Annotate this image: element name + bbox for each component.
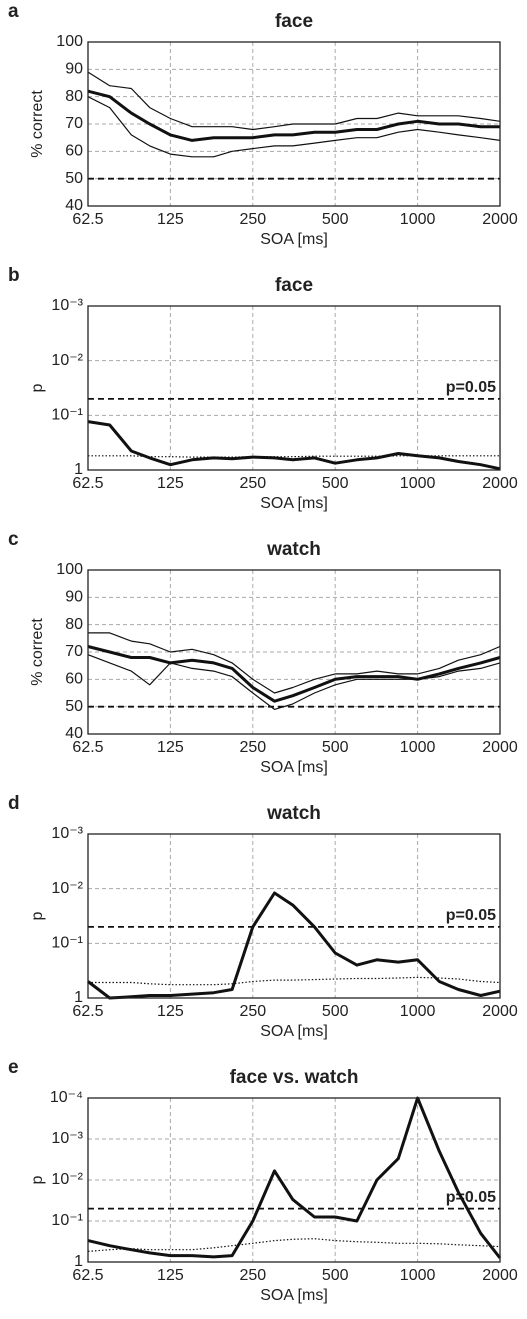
y-tick-label: 1 <box>74 461 83 478</box>
x-tick-label: 500 <box>322 739 349 756</box>
data-line <box>87 645 501 703</box>
x-tick-label: 125 <box>157 211 184 228</box>
chart-title: face <box>275 11 313 32</box>
data-line <box>87 96 501 158</box>
data-line <box>87 891 501 1000</box>
x-tick-label: 500 <box>322 1003 349 1020</box>
chart-title: watch <box>266 803 321 824</box>
y-axis-label: % correct <box>29 90 46 158</box>
chart-title: watch <box>266 539 321 560</box>
y-tick-label: 50 <box>65 170 83 187</box>
x-tick-label: 250 <box>239 739 266 756</box>
data-line <box>88 632 501 694</box>
x-tick-label: 62.5 <box>72 1267 103 1284</box>
plot-frame <box>87 1097 501 1263</box>
y-tick-label: 70 <box>65 643 83 660</box>
data-line <box>87 654 501 711</box>
x-axis-label: SOA [ms] <box>260 1023 328 1040</box>
x-tick-label: 2000 <box>482 211 518 228</box>
x-tick-label: 62.5 <box>72 475 103 492</box>
x-axis-label: SOA [ms] <box>260 231 328 248</box>
x-tick-label: 2000 <box>482 739 518 756</box>
panel-label: d <box>8 793 20 814</box>
y-tick-label: 10⁻⁴ <box>50 1089 83 1106</box>
y-tick-label: 10⁻³ <box>51 1130 83 1147</box>
plot-frame <box>87 41 501 207</box>
x-tick-label: 1000 <box>400 739 436 756</box>
x-axis-label: SOA [ms] <box>260 495 328 512</box>
x-tick-label: 500 <box>322 211 349 228</box>
chart-title: face vs. watch <box>230 1067 359 1088</box>
data-line <box>87 420 501 471</box>
x-tick-label: 250 <box>239 1003 266 1020</box>
x-tick-label: 1000 <box>400 1003 436 1020</box>
y-tick-label: 40 <box>65 725 83 742</box>
panel-label: a <box>8 1 19 22</box>
data-line <box>88 976 501 986</box>
y-tick-label: 10⁻¹ <box>51 935 83 952</box>
y-tick-label: 100 <box>56 33 83 50</box>
y-tick-label: 1 <box>74 989 83 1006</box>
x-tick-label: 250 <box>239 211 266 228</box>
reference-label: p=0.05 <box>446 1189 496 1206</box>
reference-label: p=0.05 <box>446 907 496 924</box>
reference-label: p=0.05 <box>446 379 496 396</box>
x-tick-label: 62.5 <box>72 739 103 756</box>
y-axis-label: p <box>29 1175 46 1184</box>
x-tick-label: 1000 <box>400 211 436 228</box>
y-tick-label: 70 <box>65 115 83 132</box>
x-tick-label: 125 <box>157 739 184 756</box>
x-tick-label: 125 <box>157 475 184 492</box>
x-tick-label: 125 <box>157 1267 184 1284</box>
x-tick-label: 62.5 <box>72 211 103 228</box>
y-axis-label: p <box>29 383 46 392</box>
panel-label: b <box>8 265 20 286</box>
panel-label: e <box>8 1057 19 1078</box>
x-tick-label: 500 <box>322 475 349 492</box>
data-line <box>87 89 500 142</box>
data-line <box>87 1238 501 1252</box>
y-tick-label: 1 <box>74 1253 83 1270</box>
x-tick-label: 2000 <box>482 1003 518 1020</box>
y-tick-label: 10⁻³ <box>51 825 83 842</box>
y-tick-label: 40 <box>65 197 83 214</box>
y-axis-label: % correct <box>29 618 46 686</box>
y-tick-label: 80 <box>65 88 83 105</box>
x-tick-label: 1000 <box>400 1267 436 1284</box>
y-tick-label: 80 <box>65 616 83 633</box>
panel-label: c <box>8 529 19 550</box>
x-tick-label: 125 <box>157 1003 184 1020</box>
plot-frame <box>87 305 501 471</box>
x-tick-label: 2000 <box>482 475 518 492</box>
y-tick-label: 100 <box>56 561 83 578</box>
data-line <box>88 455 500 458</box>
x-tick-label: 2000 <box>482 1267 518 1284</box>
data-line <box>87 1096 502 1259</box>
y-tick-label: 10⁻¹ <box>51 407 83 424</box>
x-tick-label: 250 <box>239 475 266 492</box>
y-tick-label: 10⁻² <box>51 352 83 369</box>
x-tick-label: 62.5 <box>72 1003 103 1020</box>
y-tick-label: 50 <box>65 698 83 715</box>
x-axis-label: SOA [ms] <box>260 1287 328 1304</box>
y-tick-label: 90 <box>65 589 83 606</box>
y-tick-label: 10⁻² <box>51 880 83 897</box>
y-tick-label: 60 <box>65 143 83 160</box>
x-tick-label: 1000 <box>400 475 436 492</box>
y-tick-label: 60 <box>65 671 83 688</box>
data-line <box>87 71 501 131</box>
plot-frame <box>87 833 501 999</box>
y-tick-label: 10⁻² <box>51 1171 83 1188</box>
chart-title: face <box>275 275 313 296</box>
plot-frame <box>87 569 501 735</box>
y-axis-label: p <box>29 911 46 920</box>
x-tick-label: 500 <box>322 1267 349 1284</box>
y-tick-label: 10⁻³ <box>51 297 83 314</box>
x-tick-label: 250 <box>239 1267 266 1284</box>
y-tick-label: 90 <box>65 61 83 78</box>
y-tick-label: 10⁻¹ <box>51 1212 83 1229</box>
x-axis-label: SOA [ms] <box>260 759 328 776</box>
